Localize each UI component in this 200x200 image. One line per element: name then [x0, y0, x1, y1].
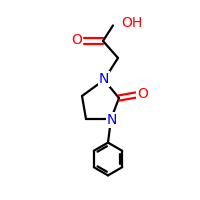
Text: OH: OH: [121, 16, 143, 30]
Text: O: O: [138, 87, 148, 101]
Text: O: O: [71, 33, 82, 47]
Text: N: N: [107, 113, 117, 127]
Text: N: N: [99, 72, 109, 86]
